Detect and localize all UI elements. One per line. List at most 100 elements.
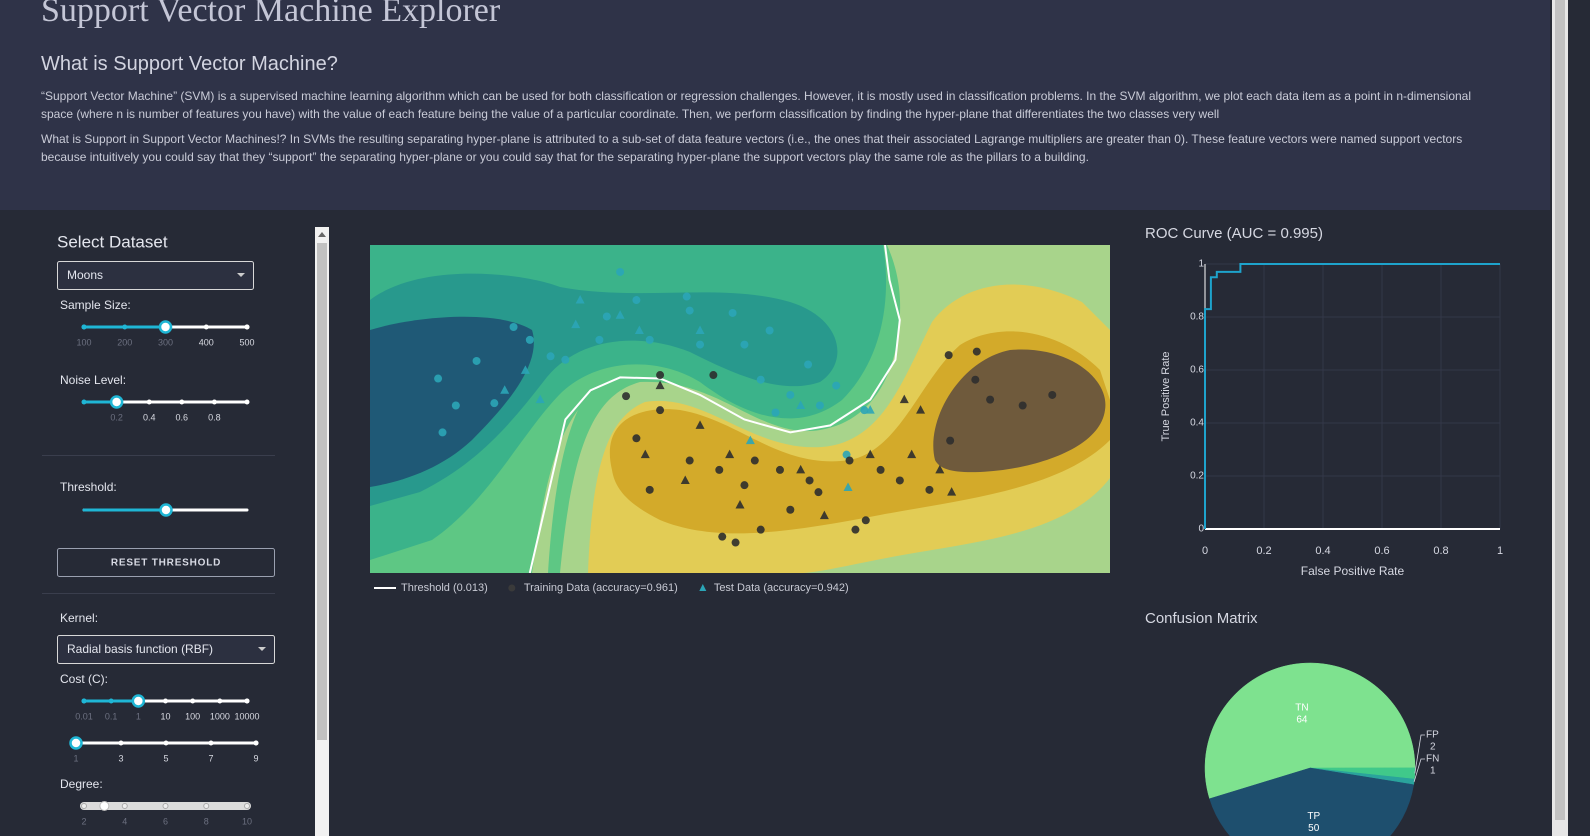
slider-knob	[99, 801, 110, 811]
slider-tick	[244, 698, 250, 704]
slider-tick-label: 9	[253, 753, 258, 763]
test-point	[916, 405, 926, 414]
slider-tick	[146, 399, 152, 405]
scrollbar-thumb[interactable]	[1555, 0, 1565, 820]
slider-knob[interactable]	[131, 694, 146, 708]
training-point	[771, 408, 780, 417]
slider-tick	[163, 698, 168, 704]
scroll-arrow[interactable]	[318, 232, 326, 237]
test-point	[680, 475, 690, 484]
slider-tick	[162, 803, 169, 809]
test-point	[634, 325, 644, 335]
slider-knob[interactable]	[109, 395, 124, 409]
kernel-dropdown[interactable]	[57, 635, 275, 664]
test-point	[695, 325, 705, 335]
slider-knob[interactable]	[158, 320, 173, 334]
slider-tick	[244, 803, 250, 809]
control-label: Threshold:	[60, 480, 117, 494]
legend-marker	[699, 584, 707, 591]
test-point	[907, 449, 917, 459]
slider-tick-label: 100	[185, 711, 200, 721]
slider-tick-label: 10	[160, 711, 170, 721]
training-point	[876, 465, 885, 474]
test-point	[640, 449, 650, 459]
training-point	[472, 356, 481, 365]
header: Support Vector Machine Explorer What is …	[0, 0, 1550, 210]
slider-tick-label: 10	[242, 816, 252, 826]
legend-label: Training Data (accuracy=0.961)	[524, 582, 678, 594]
slider-tick	[203, 803, 210, 809]
training-point	[1048, 390, 1057, 399]
x-tick-label: 0	[1202, 545, 1208, 557]
test-point	[535, 394, 545, 404]
x-tick-label: 0.2	[1256, 545, 1271, 557]
training-point	[490, 399, 499, 408]
training-point	[731, 538, 740, 547]
training-point	[944, 351, 953, 360]
reset-button[interactable]	[57, 548, 275, 577]
slider-tick-label: 100	[76, 337, 91, 347]
slider-tick	[81, 324, 87, 330]
x-tick-label: 0.8	[1433, 545, 1448, 557]
slice-value: 50	[1308, 823, 1320, 834]
slider-tick	[122, 324, 128, 330]
threshold-line	[528, 245, 901, 573]
paragraph: “Support Vector Machine” (SVM) is a supe…	[41, 89, 1472, 121]
slider-tick	[163, 740, 169, 746]
slider-tick	[211, 399, 217, 405]
slider-tick-label: 6	[163, 816, 168, 826]
training-point	[1018, 401, 1027, 410]
label-leader	[1414, 734, 1425, 774]
training-point	[740, 481, 749, 490]
slider-tick-label: 0.2	[110, 412, 123, 422]
slider-tick-label: 2	[81, 816, 86, 826]
training-point	[616, 267, 625, 276]
training-point	[860, 406, 869, 415]
test-point	[843, 482, 853, 491]
test-point	[796, 464, 806, 474]
slider-tick-label: 200	[117, 337, 132, 347]
scrollbar-thumb[interactable]	[317, 243, 327, 740]
test-point	[695, 420, 705, 429]
slider-tick-label: 0.8	[208, 412, 221, 422]
contour-map	[370, 245, 1110, 573]
test-point	[735, 500, 745, 509]
training-point	[832, 381, 841, 390]
training-point	[656, 406, 665, 415]
test-point	[935, 464, 945, 474]
slider-tick	[208, 740, 214, 746]
pie-slice	[1209, 767, 1414, 836]
slider-tick-label: 10000	[234, 711, 259, 721]
roc-line	[1204, 263, 1500, 529]
slider-knob[interactable]	[69, 736, 83, 750]
test-point	[899, 394, 909, 404]
control-label: Kernel:	[60, 611, 98, 625]
slider-tick-label: 3	[118, 753, 123, 763]
slice-value: 1	[1430, 766, 1436, 777]
slider-tick-label: 5	[163, 753, 168, 763]
test-point	[655, 380, 665, 390]
slice-label: FP	[1426, 730, 1439, 741]
training-point	[972, 347, 981, 356]
slider-tick-label: 0.1	[105, 711, 118, 721]
slider-tick-label: 0.4	[143, 412, 156, 422]
x-tick-label: 0.4	[1315, 545, 1330, 557]
training-point	[709, 371, 718, 380]
slider-tick	[118, 740, 124, 746]
dataset-dropdown[interactable]	[57, 261, 254, 290]
training-point	[895, 476, 904, 485]
training-point	[622, 392, 631, 401]
dropdown-value: Radial basis function (RBF)	[67, 642, 213, 656]
training-point	[756, 525, 765, 534]
control-label: Noise Level:	[60, 373, 126, 387]
test-point	[745, 435, 755, 445]
section-heading: What is Support Vector Machine?	[41, 53, 338, 75]
training-point	[682, 292, 691, 301]
test-point	[947, 487, 957, 496]
slider-knob[interactable]	[159, 503, 173, 517]
test-point	[865, 449, 875, 459]
training-point	[986, 395, 995, 404]
dropdown-caret	[258, 647, 266, 651]
slider-tick	[108, 698, 114, 704]
